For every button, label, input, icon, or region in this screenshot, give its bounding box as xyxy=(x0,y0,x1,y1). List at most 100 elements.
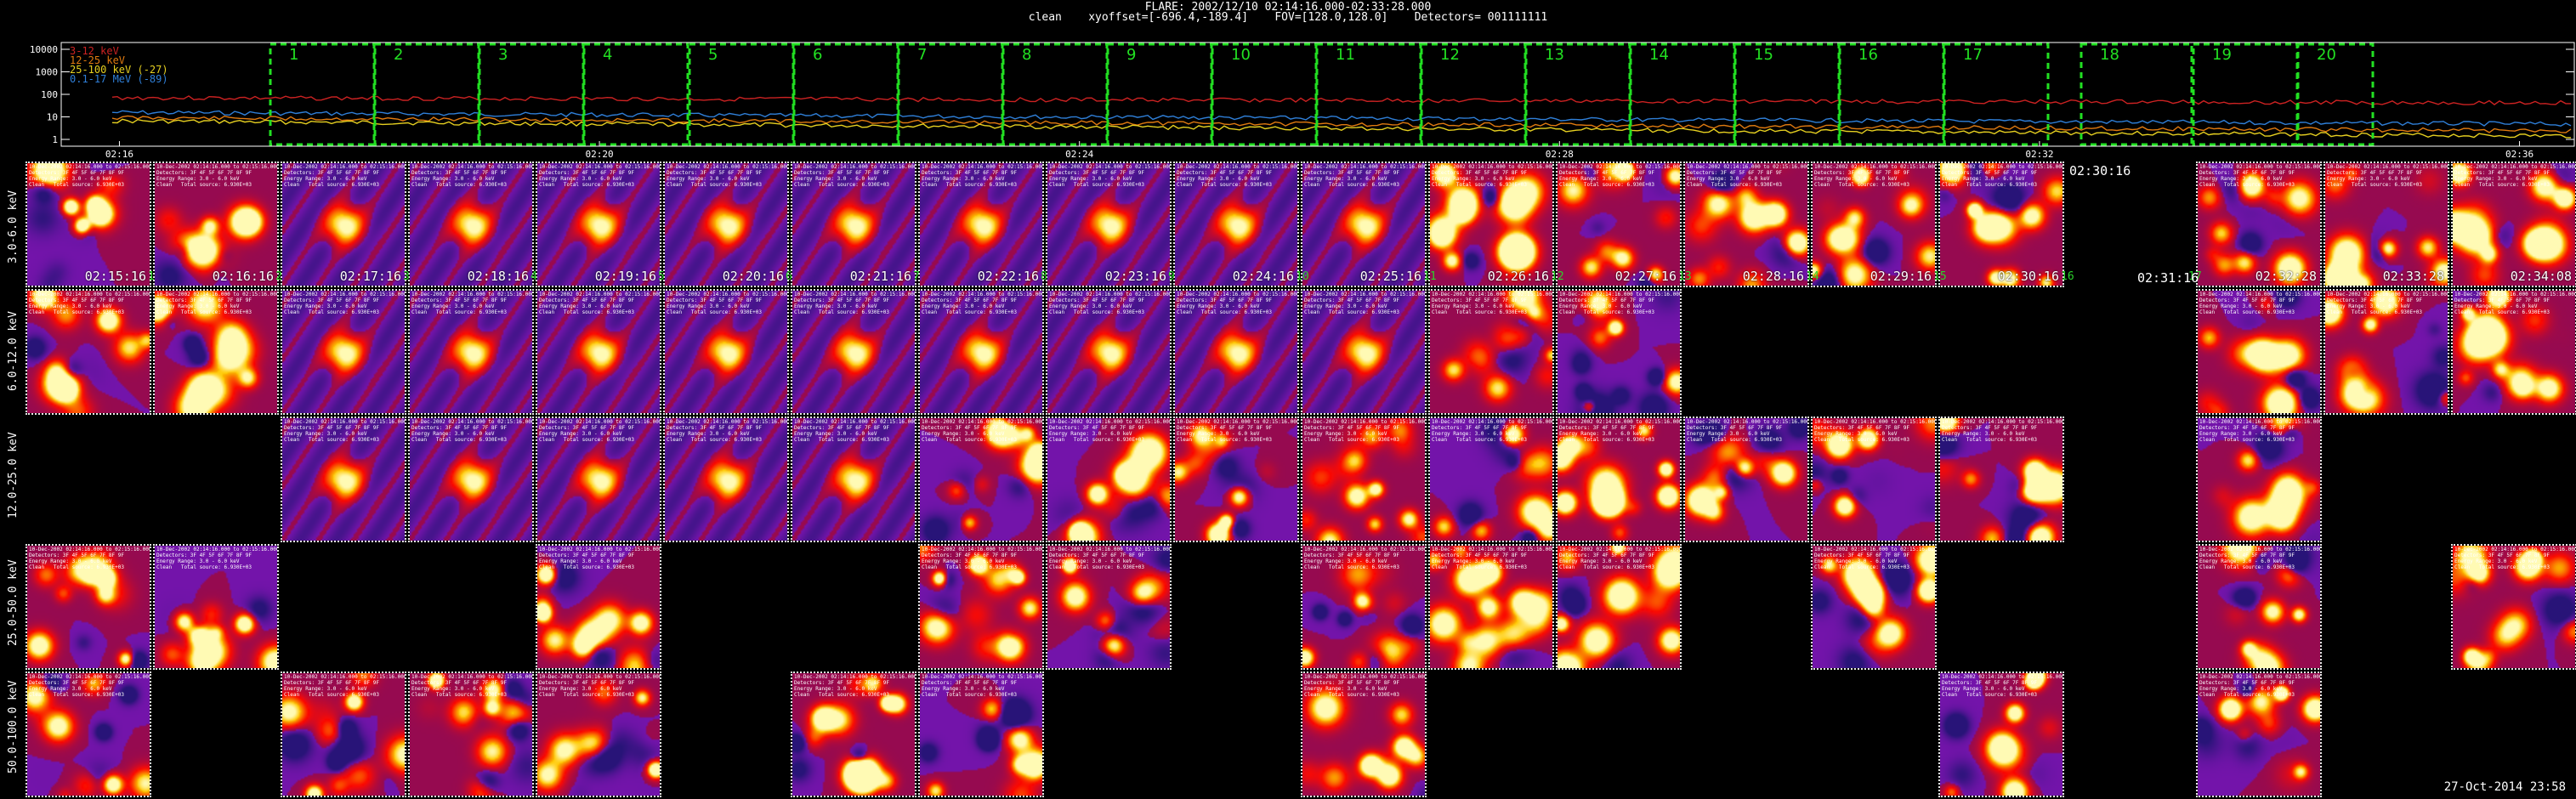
hessi-image-tile[interactable]: 10-Dec-2002 02:14:16.000 to 02:15:16.000… xyxy=(918,162,1044,287)
hessi-image-tile[interactable]: 10-Dec-2002 02:14:16.000 to 02:15:16.000… xyxy=(918,672,1044,797)
hessi-image-tile[interactable]: 10-Dec-2002 02:14:16.000 to 02:15:16.000… xyxy=(1683,416,1809,542)
hessi-image-tile[interactable]: 10-Dec-2002 02:14:16.000 to 02:15:16.000… xyxy=(2196,672,2322,797)
hessi-image-tile[interactable]: 10-Dec-2002 02:14:16.000 to 02:15:16.000… xyxy=(1046,289,1172,415)
interval-box xyxy=(688,42,795,146)
hessi-image-tile[interactable]: 10-Dec-2002 02:14:16.000 to 02:15:16.000… xyxy=(791,289,916,415)
image-map xyxy=(410,163,532,286)
hessi-image-tile[interactable]: 10-Dec-2002 02:14:16.000 to 02:15:16.000… xyxy=(536,544,661,670)
tile-info-text: 10-Dec-2002 02:14:16.000 to 02:15:16.000… xyxy=(411,419,534,443)
hessi-image-tile[interactable]: 10-Dec-2002 02:14:16.000 to 02:15:16.000… xyxy=(918,289,1044,415)
hessi-image-tile[interactable]: 10-Dec-2002 02:14:16.000 to 02:15:16.000… xyxy=(2196,289,2322,415)
hessi-image-tile[interactable]: 10-Dec-2002 02:14:16.000 to 02:15:16.000… xyxy=(281,289,406,415)
interval-number-label: 14 xyxy=(1806,270,1819,283)
hessi-image-tile[interactable]: 10-Dec-2002 02:14:16.000 to 02:15:16.000… xyxy=(153,289,279,415)
hessi-image-tile[interactable]: 10-Dec-2002 02:14:16.000 to 02:15:16.000… xyxy=(1173,289,1299,415)
interval-number: 17 xyxy=(1963,46,1983,64)
hessi-image-tile[interactable]: 10-Dec-2002 02:14:16.000 to 02:15:16.000… xyxy=(1811,162,1937,287)
energy-band-label: 3.0-6.0 keV xyxy=(7,190,20,264)
hessi-image-tile[interactable]: 10-Dec-2002 02:14:16.000 to 02:15:16.000… xyxy=(2324,162,2449,287)
timestamp-footer: 27-Oct-2014 23:58 xyxy=(2443,780,2566,794)
tile-info-text: 10-Dec-2002 02:14:16.000 to 02:15:16.000… xyxy=(794,419,916,443)
hessi-image-tile[interactable]: 10-Dec-2002 02:14:16.000 to 02:15:16.000… xyxy=(2451,544,2576,670)
hessi-image-tile[interactable]: 10-Dec-2002 02:14:16.000 to 02:15:16.000… xyxy=(663,289,789,415)
hessi-image-tile[interactable]: 10-Dec-2002 02:14:16.000 to 02:15:16.000… xyxy=(1938,416,2064,542)
tile-info-text: 10-Dec-2002 02:14:16.000 to 02:15:16.000… xyxy=(156,292,279,315)
hessi-image-tile[interactable]: 10-Dec-2002 02:14:16.000 to 02:15:16.000… xyxy=(1428,162,1554,287)
hessi-image-tile[interactable]: 10-Dec-2002 02:14:16.000 to 02:15:16.000… xyxy=(281,672,406,797)
hessi-image-tile[interactable]: 10-Dec-2002 02:14:16.000 to 02:15:16.000… xyxy=(663,162,789,287)
image-map xyxy=(1302,546,1425,668)
image-map xyxy=(665,418,787,541)
plot-parameters: clean xyoffset=[-696.4,-189.4] FOV=[128.… xyxy=(1028,11,1548,24)
hessi-image-tile[interactable]: 10-Dec-2002 02:14:16.000 to 02:15:16.000… xyxy=(918,416,1044,542)
hessi-image-tile[interactable]: 10-Dec-2002 02:14:16.000 to 02:15:16.000… xyxy=(1301,416,1427,542)
hessi-image-tile[interactable]: 10-Dec-2002 02:14:16.000 to 02:15:16.000… xyxy=(1428,544,1554,670)
hessi-image-tile[interactable]: 10-Dec-2002 02:14:16.000 to 02:15:16.000… xyxy=(2196,544,2322,670)
interval-box xyxy=(2296,42,2375,146)
tile-info-text: 10-Dec-2002 02:14:16.000 to 02:15:16.000… xyxy=(2199,292,2322,315)
hessi-image-tile[interactable]: 10-Dec-2002 02:14:16.000 to 02:15:16.000… xyxy=(1938,672,2064,797)
hessi-image-tile[interactable]: 10-Dec-2002 02:14:16.000 to 02:15:16.000… xyxy=(791,416,916,542)
hessi-image-tile[interactable]: 10-Dec-2002 02:14:16.000 to 02:15:16.000… xyxy=(26,289,151,415)
hessi-image-tile[interactable]: 10-Dec-2002 02:14:16.000 to 02:15:16.000… xyxy=(1301,672,1427,797)
hessi-image-tile[interactable]: 10-Dec-2002 02:14:16.000 to 02:15:16.000… xyxy=(1428,289,1554,415)
plot-title: FLARE: 2002/12/10 02:14:16.000-02:33:28.… xyxy=(1144,1,1432,14)
hessi-image-tile[interactable]: 10-Dec-2002 02:14:16.000 to 02:15:16.000… xyxy=(2196,162,2322,287)
gap-time-top: 02:30:16 xyxy=(2069,163,2131,178)
hessi-image-tile[interactable]: 10-Dec-2002 02:14:16.000 to 02:15:16.000… xyxy=(408,162,534,287)
tile-info-text: 10-Dec-2002 02:14:16.000 to 02:15:16.000… xyxy=(1049,292,1172,315)
hessi-image-tile[interactable]: 10-Dec-2002 02:14:16.000 to 02:15:16.000… xyxy=(26,162,151,287)
hessi-image-tile[interactable]: 10-Dec-2002 02:14:16.000 to 02:15:16.000… xyxy=(1046,162,1172,287)
hessi-image-tile[interactable]: 10-Dec-2002 02:14:16.000 to 02:15:16.000… xyxy=(1428,416,1554,542)
hessi-image-tile[interactable]: 10-Dec-2002 02:14:16.000 to 02:15:16.000… xyxy=(26,672,151,797)
tile-info-text: 10-Dec-2002 02:14:16.000 to 02:15:16.000… xyxy=(1432,419,1554,443)
hessi-image-tile[interactable]: 10-Dec-2002 02:14:16.000 to 02:15:16.000… xyxy=(153,162,279,287)
hessi-image-tile[interactable]: 10-Dec-2002 02:14:16.000 to 02:15:16.000… xyxy=(2451,162,2576,287)
hessi-image-tile[interactable]: 10-Dec-2002 02:14:16.000 to 02:15:16.000… xyxy=(2451,289,2576,415)
interval-number-label: 8 xyxy=(1041,270,1047,283)
hessi-image-tile[interactable]: 10-Dec-2002 02:14:16.000 to 02:15:16.000… xyxy=(1173,162,1299,287)
hessi-image-tile[interactable]: 10-Dec-2002 02:14:16.000 to 02:15:16.000… xyxy=(1811,544,1937,670)
image-map xyxy=(1430,163,1552,286)
hessi-image-tile[interactable]: 10-Dec-2002 02:14:16.000 to 02:15:16.000… xyxy=(2324,289,2449,415)
hessi-image-tile[interactable]: 10-Dec-2002 02:14:16.000 to 02:15:16.000… xyxy=(1938,162,2064,287)
hessi-image-tile[interactable]: 10-Dec-2002 02:14:16.000 to 02:15:16.000… xyxy=(2196,416,2322,542)
hessi-image-tile[interactable]: 10-Dec-2002 02:14:16.000 to 02:15:16.000… xyxy=(1683,162,1809,287)
interval-box xyxy=(1106,42,1213,146)
hessi-image-tile[interactable]: 10-Dec-2002 02:14:16.000 to 02:15:16.000… xyxy=(1811,416,1937,542)
tile-time-label: 02:30:16 xyxy=(1997,269,2059,284)
tile-info-text: 10-Dec-2002 02:14:16.000 to 02:15:16.000… xyxy=(1049,547,1172,570)
hessi-image-tile[interactable]: 10-Dec-2002 02:14:16.000 to 02:15:16.000… xyxy=(791,672,916,797)
hessi-image-tile[interactable]: 10-Dec-2002 02:14:16.000 to 02:15:16.000… xyxy=(1556,416,1682,542)
hessi-image-tile[interactable]: 10-Dec-2002 02:14:16.000 to 02:15:16.000… xyxy=(26,544,151,670)
hessi-image-tile[interactable]: 10-Dec-2002 02:14:16.000 to 02:15:16.000… xyxy=(1556,289,1682,415)
hessi-image-tile[interactable]: 10-Dec-2002 02:14:16.000 to 02:15:16.000… xyxy=(1301,544,1427,670)
hessi-image-tile[interactable]: 10-Dec-2002 02:14:16.000 to 02:15:16.000… xyxy=(281,162,406,287)
image-map xyxy=(1430,418,1552,541)
hessi-image-tile[interactable]: 10-Dec-2002 02:14:16.000 to 02:15:16.000… xyxy=(536,289,661,415)
hessi-image-tile[interactable]: 10-Dec-2002 02:14:16.000 to 02:15:16.000… xyxy=(1301,289,1427,415)
tile-time-label: 02:33:28 xyxy=(2382,269,2444,284)
hessi-image-tile[interactable]: 10-Dec-2002 02:14:16.000 to 02:15:16.000… xyxy=(791,162,916,287)
hessi-image-tile[interactable]: 10-Dec-2002 02:14:16.000 to 02:15:16.000… xyxy=(1556,544,1682,670)
hessi-image-tile[interactable]: 10-Dec-2002 02:14:16.000 to 02:15:16.000… xyxy=(408,289,534,415)
hessi-image-tile[interactable]: 10-Dec-2002 02:14:16.000 to 02:15:16.000… xyxy=(1173,416,1299,542)
y-tick-label: 10000 xyxy=(30,44,58,55)
tile-info-text: 10-Dec-2002 02:14:16.000 to 02:15:16.000… xyxy=(1304,164,1427,188)
tile-info-text: 10-Dec-2002 02:14:16.000 to 02:15:16.000… xyxy=(922,419,1044,443)
hessi-image-tile[interactable]: 10-Dec-2002 02:14:16.000 to 02:15:16.000… xyxy=(1046,544,1172,670)
hessi-image-tile[interactable]: 10-Dec-2002 02:14:16.000 to 02:15:16.000… xyxy=(153,544,279,670)
x-tick-label: 02:36 xyxy=(2505,149,2533,160)
hessi-image-tile[interactable]: 10-Dec-2002 02:14:16.000 to 02:15:16.000… xyxy=(918,544,1044,670)
hessi-image-tile[interactable]: 10-Dec-2002 02:14:16.000 to 02:15:16.000… xyxy=(536,162,661,287)
hessi-image-tile[interactable]: 10-Dec-2002 02:14:16.000 to 02:15:16.000… xyxy=(663,416,789,542)
hessi-image-tile[interactable]: 10-Dec-2002 02:14:16.000 to 02:15:16.000… xyxy=(536,416,661,542)
hessi-image-tile[interactable]: 10-Dec-2002 02:14:16.000 to 02:15:16.000… xyxy=(281,416,406,542)
hessi-image-tile[interactable]: 10-Dec-2002 02:14:16.000 to 02:15:16.000… xyxy=(1046,416,1172,542)
hessi-image-tile[interactable]: 10-Dec-2002 02:14:16.000 to 02:15:16.000… xyxy=(1556,162,1682,287)
image-map xyxy=(1302,163,1425,286)
hessi-image-tile[interactable]: 10-Dec-2002 02:14:16.000 to 02:15:16.000… xyxy=(408,672,534,797)
hessi-image-tile[interactable]: 10-Dec-2002 02:14:16.000 to 02:15:16.000… xyxy=(1301,162,1427,287)
hessi-image-tile[interactable]: 10-Dec-2002 02:14:16.000 to 02:15:16.000… xyxy=(408,416,534,542)
hessi-image-tile[interactable]: 10-Dec-2002 02:14:16.000 to 02:15:16.000… xyxy=(536,672,661,797)
